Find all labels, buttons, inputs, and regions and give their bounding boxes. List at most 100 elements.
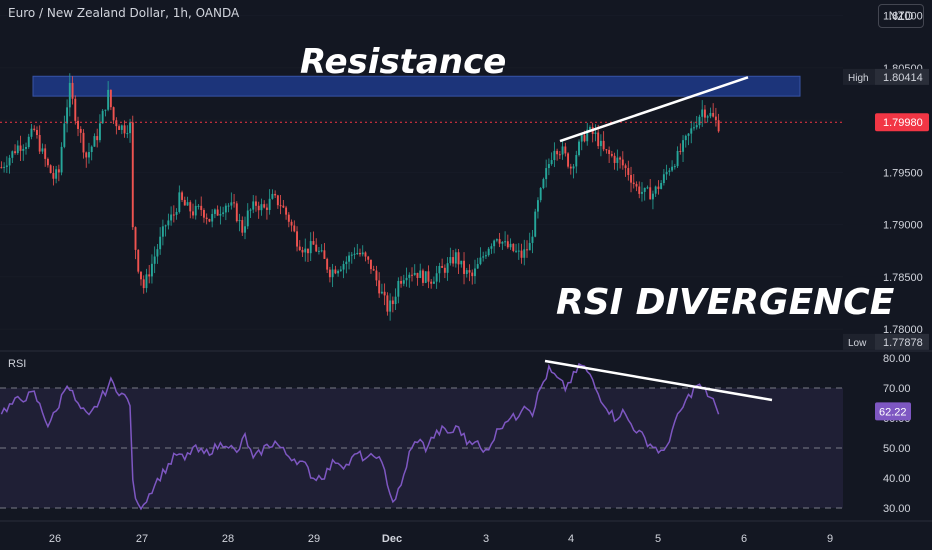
candle-body: [41, 148, 44, 152]
candle-body: [471, 272, 474, 277]
candle-body: [88, 152, 90, 158]
candle-body: [383, 291, 386, 296]
candle-body: [140, 271, 142, 280]
low-price-tag: [875, 333, 929, 350]
candle-body: [589, 127, 591, 130]
candle-body: [506, 241, 509, 248]
candle-body: [369, 259, 372, 270]
candle-body: [435, 273, 438, 282]
candle-body: [57, 169, 60, 173]
candle-body: [605, 149, 608, 151]
candle-body: [422, 270, 424, 283]
candle-body: [662, 174, 665, 183]
candle-body: [509, 243, 512, 248]
candle-body: [714, 116, 717, 121]
candle-body: [394, 296, 397, 305]
candle-body: [216, 209, 219, 216]
candle-body: [364, 252, 367, 257]
low-tag-name: Low: [848, 338, 867, 349]
candle-body: [361, 252, 364, 255]
candle-body: [164, 225, 167, 227]
candle-body: [580, 135, 583, 142]
candle-body: [230, 202, 233, 206]
candle-body: [523, 249, 526, 258]
candle-body: [156, 249, 159, 257]
candle-body: [11, 151, 14, 158]
candle-body: [276, 195, 279, 206]
candle-body: [274, 193, 277, 196]
candle-body: [558, 154, 561, 156]
candle-body: [446, 263, 449, 273]
candle-body: [282, 205, 285, 208]
candle-body: [161, 226, 164, 237]
time-tick-label: 3: [483, 533, 489, 545]
candle-body: [504, 241, 507, 243]
candle-body: [367, 256, 370, 260]
candle-body: [353, 253, 356, 255]
rsi-tick-label: 40.00: [883, 473, 911, 485]
candle-body: [36, 130, 38, 136]
candle-body: [82, 132, 85, 153]
resistance-annotation: Resistance: [300, 42, 507, 82]
candle-body: [457, 252, 460, 265]
candle-body: [375, 270, 378, 281]
candle-body: [621, 159, 624, 166]
candle-body: [148, 274, 151, 277]
price-tick-label: 1.79000: [883, 220, 923, 232]
candle-body: [599, 140, 602, 147]
candle-body: [586, 129, 589, 142]
candle-body: [561, 146, 564, 155]
candle-body: [476, 264, 479, 269]
candle-body: [484, 255, 487, 257]
candle-body: [487, 248, 490, 256]
candle-body: [331, 269, 334, 278]
candle-body: [400, 280, 403, 284]
time-tick-label: 6: [741, 533, 747, 545]
current-price-label: 1.79980: [883, 117, 923, 129]
candle-body: [290, 221, 293, 226]
candle-body: [690, 128, 693, 134]
candle-body: [170, 214, 173, 221]
candle-body: [129, 122, 131, 134]
candle-body: [545, 168, 548, 180]
candle-body: [684, 135, 687, 141]
candle-body: [126, 133, 129, 135]
candle-body: [443, 267, 446, 273]
candle-body: [528, 242, 531, 251]
rsi-tick-label: 30.00: [883, 503, 911, 515]
candle-body: [616, 157, 619, 163]
candle-body: [150, 263, 153, 277]
candle-body: [27, 136, 30, 148]
candle-body: [359, 252, 361, 255]
candle-body: [468, 270, 471, 273]
candle-body: [183, 199, 186, 206]
candle-body: [233, 202, 236, 204]
candle-body: [493, 240, 496, 247]
candle-body: [416, 272, 419, 278]
rsi-line: [0, 362, 720, 511]
candle-body: [709, 112, 712, 117]
candle-body: [671, 166, 674, 171]
candle-body: [66, 107, 69, 124]
candle-body: [512, 243, 515, 251]
candle-body: [85, 152, 88, 158]
candle-body: [224, 205, 227, 213]
candle-body: [205, 217, 208, 220]
candle-body: [536, 200, 539, 212]
time-tick-label: 5: [655, 533, 661, 545]
candle-body: [575, 155, 578, 167]
symbol-title: Euro / New Zealand Dollar, 1h, OANDA: [8, 6, 240, 20]
candle-body: [624, 165, 627, 169]
candle-body: [301, 250, 304, 253]
candle-body: [181, 192, 184, 200]
currency-button[interactable]: NZD: [878, 4, 924, 28]
candle-body: [356, 252, 359, 254]
low-price-label: 1.77878: [883, 337, 923, 349]
candle-body: [695, 125, 698, 128]
candle-body: [479, 257, 482, 265]
candle-body: [14, 151, 17, 154]
candle-body: [145, 274, 148, 289]
candle-body: [608, 150, 611, 154]
candle-body: [63, 123, 66, 147]
